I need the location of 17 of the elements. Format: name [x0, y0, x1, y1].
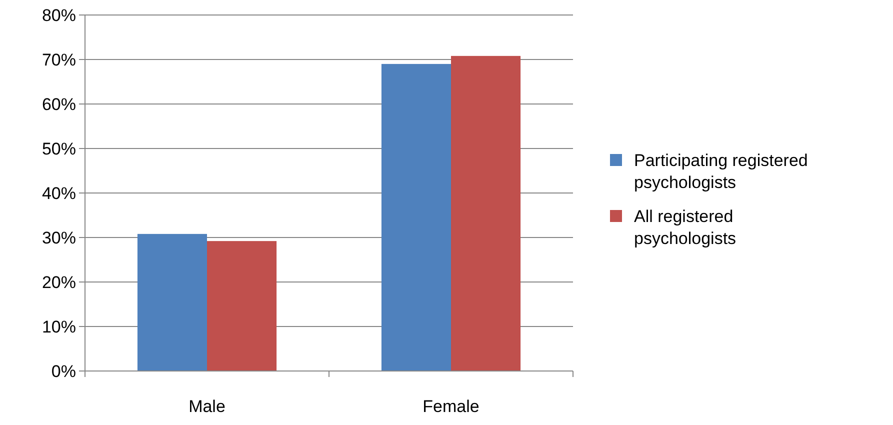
y-tick-label: 0%	[51, 362, 76, 381]
y-tick-label: 10%	[42, 317, 76, 336]
y-tick-label: 30%	[42, 228, 76, 248]
y-tick-label: 40%	[42, 184, 76, 203]
bar	[137, 234, 207, 371]
bar	[451, 56, 521, 371]
x-tick-label: Female	[422, 397, 480, 416]
y-tick-label: 60%	[42, 94, 76, 114]
y-tick-label: 80%	[42, 6, 76, 25]
legend-label: All registered psychologists	[634, 206, 736, 248]
y-tick-label: 70%	[42, 50, 76, 70]
x-tick-label: Male	[188, 397, 226, 416]
y-tick-label: 50%	[42, 139, 76, 158]
y-tick-label: 20%	[42, 272, 76, 292]
bar	[381, 64, 451, 371]
bar	[207, 241, 277, 371]
legend-label: Participating registered psychologists	[634, 150, 808, 192]
